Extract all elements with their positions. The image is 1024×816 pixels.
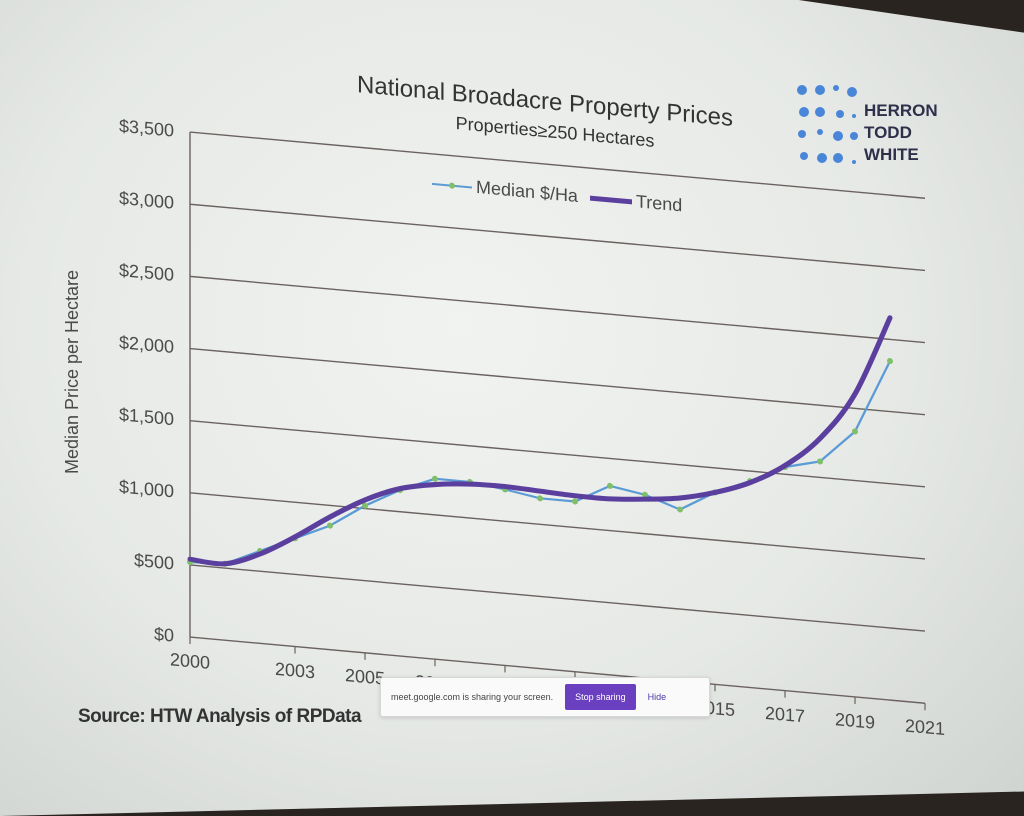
median-data-point (677, 506, 683, 513)
share-message: meet.google.com is sharing your screen. (391, 692, 554, 702)
median-data-point (537, 495, 543, 502)
median-series-line (189, 360, 891, 565)
x-tick-label: 2005 (345, 665, 385, 689)
median-data-point (362, 502, 368, 509)
median-data-point (642, 491, 648, 498)
gridline (190, 564, 925, 632)
stop-sharing-button[interactable]: Stop sharing (565, 684, 636, 710)
trend-series-line (187, 315, 893, 567)
median-data-point (887, 358, 893, 365)
legend-trend-label: Trend (636, 191, 682, 215)
x-tick-label: 2021 (905, 715, 945, 739)
screen-share-bar: meet.google.com is sharing your screen. … (380, 677, 710, 717)
gridline (190, 492, 925, 560)
gridline (190, 131, 925, 199)
legend-median-label: Median $/Ha (476, 177, 579, 206)
y-axis-ticks: $0 $500 $1,000 $1,500 $2,000 $2,500 $3,000 $3,5… (119, 116, 174, 646)
median-data-point (607, 482, 613, 489)
gridline (190, 347, 925, 416)
chart-source: Source: HTW Analysis of RPData (78, 706, 362, 727)
median-data-point (572, 498, 578, 505)
median-data-point (327, 522, 333, 529)
logo-line-2: TODD (864, 123, 912, 142)
gridline (190, 419, 925, 488)
x-tick-label: 2000 (170, 649, 210, 673)
y-tick-label: $1,000 (119, 476, 174, 501)
gridline (190, 636, 925, 704)
median-data-point (817, 458, 823, 465)
x-tick-label: 2019 (835, 709, 875, 733)
gridline (190, 203, 925, 272)
herron-todd-white-logo: HERRON TODD WHITE (797, 85, 938, 164)
logo-line-1: HERRON (864, 101, 938, 120)
x-tick-label: 2017 (765, 703, 805, 727)
median-data-point (432, 475, 438, 482)
gridline (190, 275, 925, 344)
y-axis-label: Median Price per Hectare (62, 270, 82, 474)
hide-link[interactable]: Hide (647, 692, 667, 702)
y-tick-label: $3,000 (119, 188, 174, 213)
y-tick-label: $2,500 (119, 260, 174, 285)
y-tick-label: $1,500 (119, 404, 174, 429)
legend-trend-swatch (590, 195, 632, 205)
x-tick-label: 2003 (275, 659, 315, 683)
logo-line-3: WHITE (864, 145, 919, 164)
y-tick-label: $2,000 (119, 332, 174, 357)
y-tick-label: $500 (134, 550, 174, 574)
gridlines (189, 131, 925, 704)
legend-median-marker (449, 182, 455, 189)
series-layer (187, 315, 893, 567)
legend: Median $/Ha Trend (432, 177, 682, 215)
median-data-point (852, 428, 858, 435)
y-tick-label: $0 (154, 624, 174, 646)
y-tick-label: $3,500 (119, 116, 174, 141)
